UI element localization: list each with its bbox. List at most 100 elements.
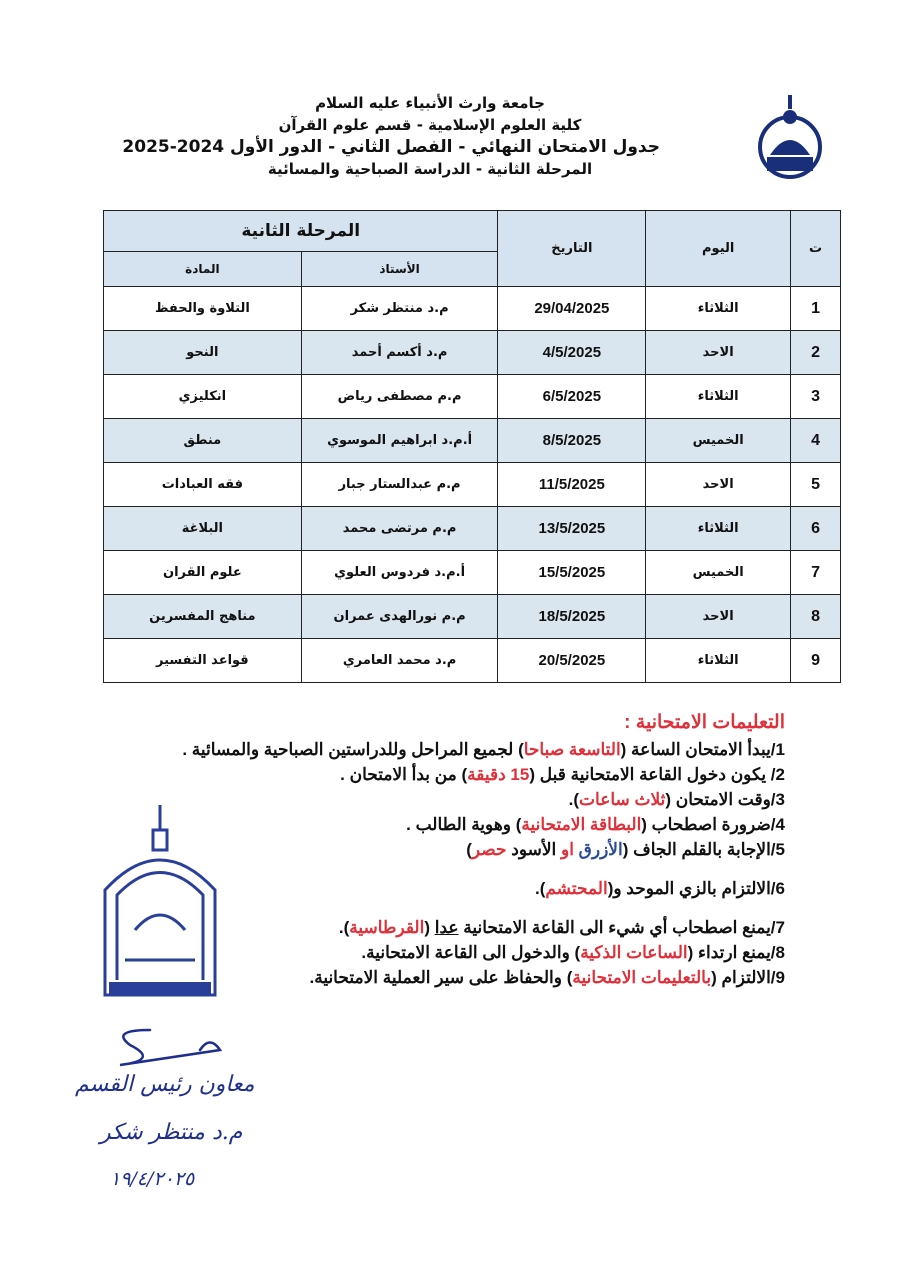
instruction-item: 7/يمنع اصطحاب أي شيء الى القاعة الامتحان…	[182, 915, 785, 940]
row-teacher: م.م نورالهدى عمران	[300, 594, 499, 639]
row-date: 20/5/2025	[497, 638, 647, 683]
row-date: 11/5/2025	[497, 462, 647, 507]
row-date: 6/5/2025	[497, 374, 647, 419]
row-index: 3	[790, 374, 841, 419]
signature-title: معاون رئيس القسم	[75, 1072, 255, 1097]
row-date: 18/5/2025	[497, 594, 647, 639]
instruction-segment: 3/وقت الامتحان (	[665, 790, 785, 809]
row-teacher: أ.م.د فردوس العلوي	[300, 550, 499, 595]
instruction-segment: الأزرق	[578, 840, 623, 859]
row-subject: انكليزي	[103, 374, 302, 419]
row-subject: قواعد التفسير	[103, 638, 302, 683]
instruction-item: 8/يمنع ارتداء (الساعات الذكية) والدخول ا…	[182, 940, 785, 965]
instruction-segment: التاسعة صباحا	[523, 740, 621, 759]
instruction-segment: المحتشم	[545, 879, 608, 898]
instruction-segment: ).	[568, 790, 580, 809]
header-date: التاريخ	[497, 210, 647, 287]
instruction-segment: القرطاسية	[349, 918, 425, 937]
document-header: جامعة وارث الأنبياء عليه السلام كلية الع…	[122, 92, 660, 180]
row-subject: علوم القران	[103, 550, 302, 595]
row-teacher: م.م مصطفى رياض	[300, 374, 499, 419]
exam-schedule-title: جدول الامتحان النهائي - الفصل الثاني - ا…	[122, 137, 660, 157]
table-row: 8 الاحد 18/5/2025 م.م نورالهدى عمران مناهج ا…	[103, 594, 841, 639]
row-subject: مناهج المفسرين	[103, 594, 302, 639]
row-index: 1	[790, 286, 841, 331]
row-day: الثلاثاء	[645, 638, 792, 683]
instruction-segment: ) لجميع المراحل وللدراستين الصباحية والم…	[182, 740, 524, 759]
header-index: ت	[790, 210, 841, 287]
instruction-item: 5/الإجابة بالقلم الجاف (الأزرق او الأسود…	[182, 837, 785, 862]
row-teacher: م.د محمد العامري	[300, 638, 499, 683]
instruction-segment: ).	[338, 918, 350, 937]
table-row: 5 الاحد 11/5/2025 م.م عبدالستار جبار فقه الع…	[103, 462, 841, 507]
department-stamp	[95, 800, 225, 1000]
instruction-segment: ) وهوية الطالب .	[406, 815, 522, 834]
row-day: الاحد	[645, 594, 792, 639]
row-teacher: م.د أكسم أحمد	[300, 330, 499, 375]
header-day: اليوم	[645, 210, 792, 287]
exam-instructions: التعليمات الامتحانية : 1/يبدأ الامتحان ا…	[182, 710, 785, 990]
instruction-segment: 5/الإجابة بالقلم الجاف (	[622, 840, 785, 859]
row-teacher: م.م عبدالستار جبار	[300, 462, 499, 507]
instruction-segment: 6/الالتزام بالزي الموحد و(	[607, 879, 785, 898]
row-date: 4/5/2025	[497, 330, 647, 375]
instruction-segment: حصر	[471, 840, 507, 859]
row-date: 13/5/2025	[497, 506, 647, 551]
instruction-segment: ).	[534, 879, 546, 898]
instruction-segment: ثلاث ساعات	[579, 790, 666, 809]
row-index: 2	[790, 330, 841, 375]
instruction-segment: ) والحفاظ على سير العملية الامتحانية.	[309, 968, 573, 987]
instruction-segment: 7/يمنع اصطحاب أي شيء الى القاعة الامتحان…	[458, 918, 785, 937]
row-day: الخميس	[645, 418, 792, 463]
instruction-item: 4/ضرورة اصطحاب (البطاقة الامتحانية) وهوي…	[182, 812, 785, 837]
table-row: 9 الثلاثاء 20/5/2025 م.د محمد العامري قواعد …	[103, 638, 841, 683]
row-date: 29/04/2025	[497, 286, 647, 331]
row-day: الاحد	[645, 462, 792, 507]
instruction-item: 1/يبدأ الامتحان الساعة (التاسعة صباحا) ل…	[182, 737, 785, 762]
row-index: 4	[790, 418, 841, 463]
instruction-segment: عدا	[434, 918, 459, 937]
signature-date: ١٩/٤/٢٠٢٥	[110, 1168, 195, 1190]
row-subject: النحو	[103, 330, 302, 375]
row-day: الثلاثاء	[645, 374, 792, 419]
instruction-segment: بالتعليمات الامتحانية	[572, 968, 712, 987]
row-index: 9	[790, 638, 841, 683]
row-date: 8/5/2025	[497, 418, 647, 463]
header-teacher: الأستاذ	[300, 251, 499, 287]
row-subject: منطق	[103, 418, 302, 463]
row-teacher: أ.م.د ابراهيم الموسوي	[300, 418, 499, 463]
row-index: 8	[790, 594, 841, 639]
stage-subtitle: المرحلة الثانية - الدراسة الصباحية والمس…	[267, 160, 593, 178]
row-index: 7	[790, 550, 841, 595]
university-logo	[755, 95, 825, 185]
table-row: 1 الثلاثاء 29/04/2025 م.د منتظر شكر التلاوة …	[103, 286, 841, 331]
university-name: جامعة وارث الأنبياء عليه السلام	[315, 94, 545, 112]
row-day: الاحد	[645, 330, 792, 375]
instruction-segment: 2/ يكون دخول القاعة الامتحانية قبل (	[529, 765, 785, 784]
instruction-item: 9/الالتزام (بالتعليمات الامتحانية) والحف…	[182, 965, 785, 990]
instruction-segment: او	[556, 840, 579, 859]
signature-name: م.د منتظر شكر	[100, 1120, 243, 1145]
instruction-segment: ) والدخول الى القاعة الامتحانية.	[361, 943, 581, 962]
instruction-segment: 4/ضرورة اصطحاب (	[641, 815, 785, 834]
row-index: 5	[790, 462, 841, 507]
exam-schedule-table: ت اليوم التاريخ المرحلة الثانية الأستاذ …	[102, 210, 841, 683]
header-subject: المادة	[103, 251, 302, 287]
instruction-item: 3/وقت الامتحان (ثلاث ساعات).	[182, 787, 785, 812]
signature: معاون رئيس القسم م.د منتظر شكر ١٩/٤/٢٠٢٥	[70, 1020, 270, 1200]
table-row: 7 الخميس 15/5/2025 أ.م.د فردوس العلوي علوم ا…	[103, 550, 841, 595]
row-index: 6	[790, 506, 841, 551]
instructions-title: التعليمات الامتحانية :	[624, 712, 785, 733]
table-row: 6 الثلاثاء 13/5/2025 م.م مرتضى محمد البلاغة	[103, 506, 841, 551]
row-subject: فقه العبادات	[103, 462, 302, 507]
row-day: الخميس	[645, 550, 792, 595]
table-row: 3 الثلاثاء 6/5/2025 م.م مصطفى رياض انكليزي	[103, 374, 841, 419]
row-teacher: م.م مرتضى محمد	[300, 506, 499, 551]
instruction-segment: 8/يمنع ارتداء (	[687, 943, 785, 962]
table-row: 2 الاحد 4/5/2025 م.د أكسم أحمد النحو	[103, 330, 841, 375]
instruction-segment: )	[466, 840, 472, 859]
instruction-item: 2/ يكون دخول القاعة الامتحانية قبل (15 د…	[182, 762, 785, 787]
instruction-segment: الأسود	[506, 840, 557, 859]
instruction-item: 6/الالتزام بالزي الموحد و(المحتشم).	[182, 876, 785, 901]
